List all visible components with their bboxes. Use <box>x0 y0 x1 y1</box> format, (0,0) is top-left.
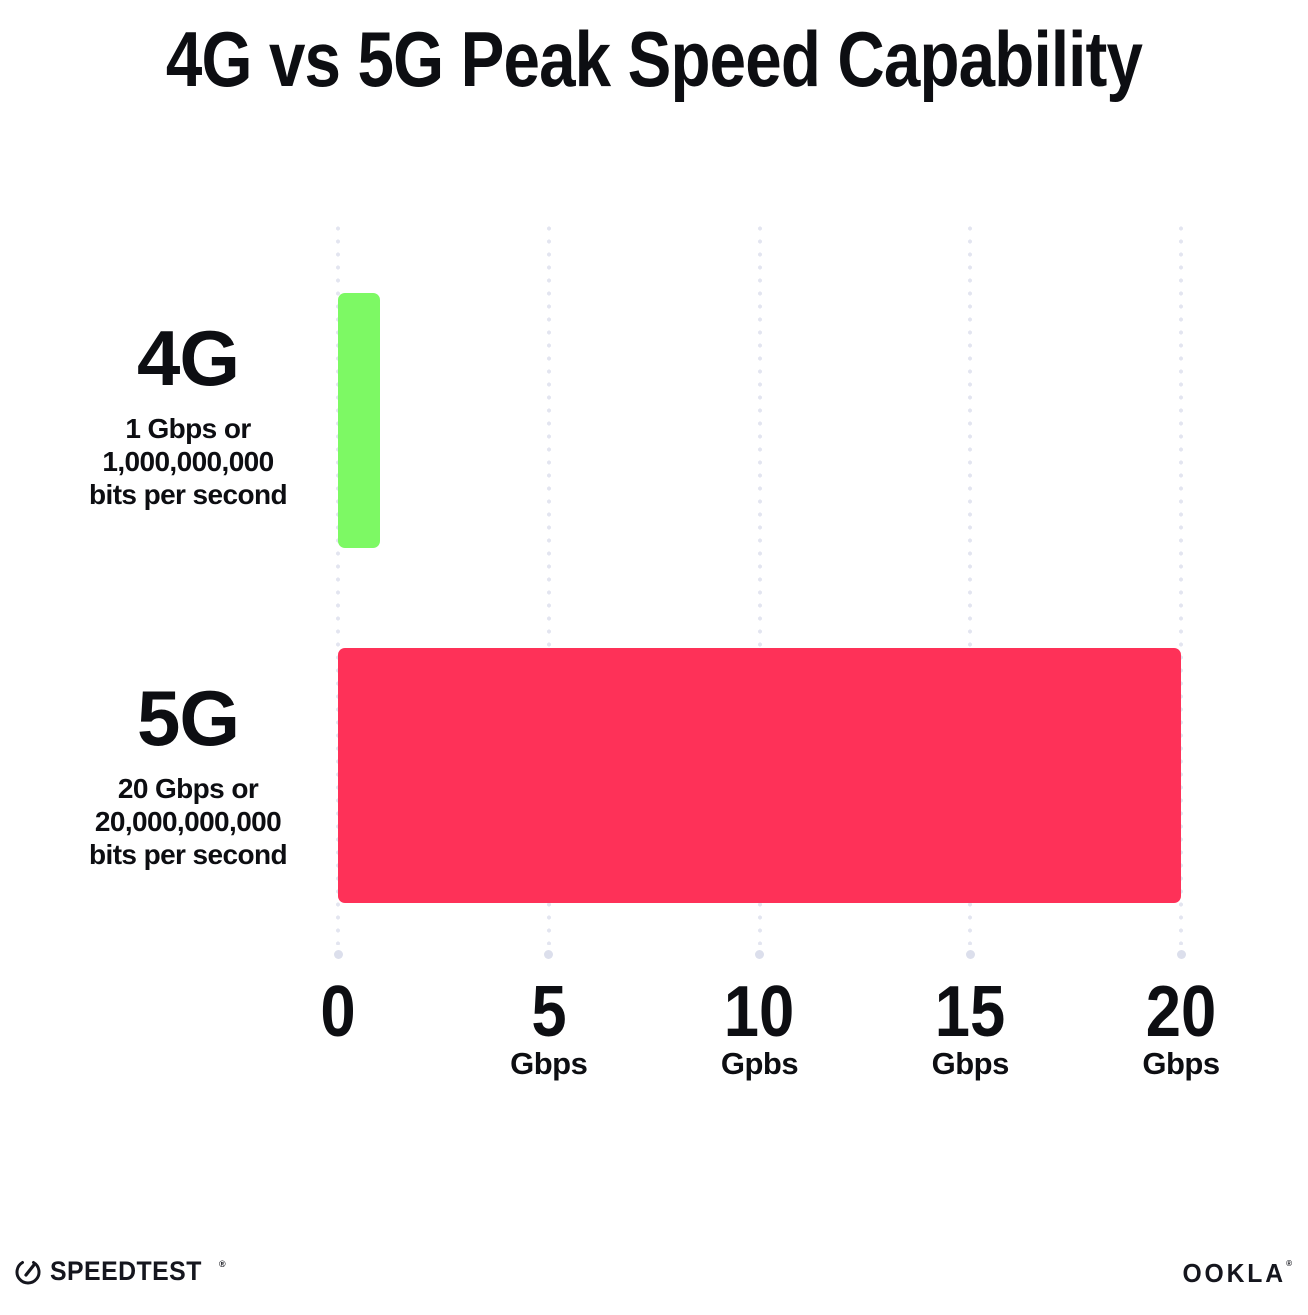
category-sublabel-5g-line3: bits per second <box>89 839 288 870</box>
gridline-15 <box>965 222 975 959</box>
category-sublabel-4g-line1: 1 Gbps or <box>125 413 251 444</box>
gridline-5 <box>544 222 554 959</box>
speedtest-gauge-icon <box>15 1260 41 1284</box>
category-sublabel-4g-line3: bits per second <box>89 479 288 510</box>
x-tick-0-value: 0 <box>320 972 356 1052</box>
category-sublabel-4g-line2: 1,000,000,000 <box>102 446 274 477</box>
x-tick-15-unit: Gbps <box>931 1046 1010 1081</box>
x-tick-5-unit: Gbps <box>510 1046 588 1081</box>
bar-5g <box>338 648 1181 903</box>
category-title-4g: 4G <box>136 314 240 402</box>
x-tick-15: 15 Gbps <box>880 972 1060 1082</box>
ookla-logo: OOKLA ® <box>1177 1258 1292 1289</box>
gridline-0 <box>333 222 343 959</box>
x-tick-20: 20 Gbps <box>1091 972 1271 1082</box>
category-sublabel-5g-line2: 20,000,000,000 <box>94 806 282 837</box>
x-tick-5: 5 Gbps <box>459 972 639 1082</box>
category-sublabel-5g-line1: 20 Gbps or <box>117 773 259 804</box>
category-label-4g: 4G 1 Gbps or 1,000,000,000 bits per seco… <box>48 318 328 511</box>
category-title-5g: 5G <box>136 674 240 762</box>
x-tick-10-unit: Gpbs <box>720 1046 799 1081</box>
x-tick-15-value: 15 <box>935 972 1006 1052</box>
speedtest-trademark: ® <box>219 1259 226 1269</box>
x-tick-0: 0 <box>248 972 428 1052</box>
x-tick-5-value: 5 <box>531 972 567 1052</box>
chart-title: 4G vs 5G Peak Speed Capability <box>165 15 1143 103</box>
x-tick-10: 10 Gpbs <box>670 972 850 1082</box>
x-tick-10-value: 10 <box>724 972 795 1052</box>
gridline-20 <box>1176 222 1186 959</box>
gridline-10 <box>755 222 764 959</box>
category-label-5g: 5G 20 Gbps or 20,000,000,000 bits per se… <box>48 678 328 871</box>
x-tick-20-value: 20 <box>1145 972 1217 1052</box>
speedtest-logo: SPEEDTEST ® <box>14 1256 226 1287</box>
bar-4g <box>338 293 381 548</box>
x-tick-20-unit: Gbps <box>1142 1046 1220 1081</box>
ookla-wordmark: OOKLA <box>1182 1258 1287 1288</box>
ookla-trademark: ® <box>1286 1259 1292 1268</box>
speedtest-wordmark: SPEEDTEST <box>50 1256 202 1286</box>
